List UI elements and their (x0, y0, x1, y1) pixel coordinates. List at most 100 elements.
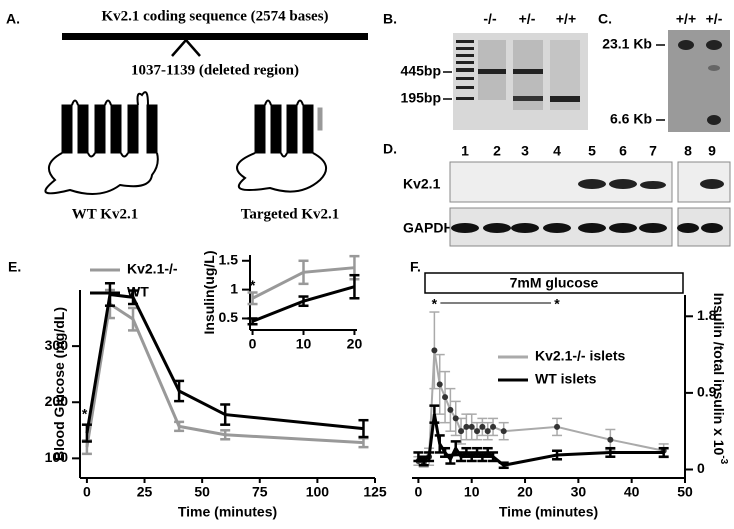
lane-label: +/+ (556, 11, 576, 27)
southern-blot (668, 30, 730, 132)
data-point (447, 406, 454, 413)
x-tick-label: 20 (517, 484, 533, 500)
x-axis-label: Time (minutes) (499, 504, 598, 520)
sequence-label: Kv2.1 coding sequence (2574 bases) (101, 8, 328, 24)
data-point (452, 415, 459, 422)
y-axis-label: Blood Glucose (mg/dL) (51, 307, 67, 461)
lane-number: 8 (684, 143, 692, 159)
western-blot (449, 161, 731, 247)
stimulus-box (424, 272, 684, 294)
x-tick-label: 50 (194, 484, 210, 500)
x-tick-label: 125 (363, 484, 387, 500)
lane-number: 5 (588, 143, 596, 159)
y-tick-label: 100 (45, 449, 69, 465)
data-point (474, 428, 481, 435)
series-line (251, 266, 355, 300)
targeted-channel (236, 99, 328, 193)
panel-label: D. (383, 141, 397, 157)
lane-label: +/+ (676, 11, 696, 27)
y-tick-label: 0.9 (697, 384, 717, 400)
targeted-label: Targeted Kv2.1 (241, 206, 340, 222)
data-point (554, 423, 561, 430)
y-axis-label-text: Insulin(ug/L) (201, 251, 217, 335)
y-axis-label: Insulin(ug/L) (201, 251, 217, 335)
wt-label: WT Kv2.1 (72, 206, 138, 222)
x-tick-label: 20 (347, 336, 363, 352)
data-point (500, 428, 507, 435)
lane-number: 3 (521, 143, 529, 159)
wt-channel (44, 91, 159, 195)
y-axis-label-power: -3 (718, 455, 729, 464)
x-tick-label: 0 (249, 336, 257, 352)
lane-number: 7 (649, 143, 657, 159)
data-point (431, 347, 438, 354)
y-axis-label-text: Blood Glucose (mg/dL) (51, 307, 67, 461)
lane-number: 2 (493, 143, 501, 159)
lane-label: +/- (519, 11, 536, 27)
x-tick-label: 0 (83, 484, 91, 500)
marker-label: 195bp (401, 90, 441, 106)
x-tick-label: 25 (137, 484, 153, 500)
pcr-gel (453, 33, 588, 130)
data-point (442, 394, 449, 401)
annotation: * (554, 296, 560, 312)
series-line (251, 285, 355, 323)
data-point (607, 436, 614, 443)
row-label: GAPDH (403, 220, 454, 236)
sequence-bar (62, 33, 368, 40)
lane-number: 9 (708, 143, 716, 159)
deletion-label: 1037-1139 (deleted region) (131, 62, 299, 78)
panel-label: B. (383, 11, 397, 27)
x-tick-label: 10 (296, 336, 312, 352)
legend-label: Kv2.1-/- (127, 261, 178, 277)
annotation: * (82, 405, 88, 421)
marker-tick (443, 71, 452, 100)
x-tick-label: 30 (571, 484, 587, 500)
annotation: * (250, 277, 256, 293)
data-point (479, 423, 486, 430)
data-point (468, 423, 475, 430)
series-line (85, 292, 364, 434)
x-tick-label: 10 (464, 484, 480, 500)
x-tick-label: 50 (677, 484, 693, 500)
legend-label: Kv2.1-/- islets (535, 348, 625, 364)
lane-number: 1 (461, 143, 469, 159)
panel-label: A. (6, 11, 20, 27)
deletion-mark (171, 38, 201, 57)
data-point (490, 423, 497, 430)
lane-label: -/- (483, 11, 497, 27)
lane-label: +/- (706, 11, 723, 27)
y-axis-label: Insulin /total insulin x 10-3 (711, 293, 729, 465)
legend-label: WT islets (535, 371, 597, 387)
y-tick-label: 1 (230, 280, 238, 296)
y-axis-label-text: Insulin /total insulin x 10 (711, 293, 727, 456)
series-line (417, 413, 664, 467)
marker-tick (656, 44, 665, 121)
lane-number: 4 (553, 143, 561, 159)
y-tick-label: 1.8 (697, 307, 717, 323)
y-tick-label: 200 (45, 393, 69, 409)
legend-label: WT (127, 284, 149, 300)
data-point (463, 423, 470, 430)
lane-number: 6 (619, 143, 627, 159)
x-axis-label: Time (minutes) (178, 504, 277, 520)
data-point (436, 381, 443, 388)
data-point (458, 428, 465, 435)
y-tick-label: 300 (45, 337, 69, 353)
y-tick-label: 0.5 (219, 309, 239, 325)
stimulus-label: 7mM glucose (510, 275, 599, 291)
panel-label: C. (598, 11, 612, 27)
marker-label: 445bp (401, 63, 441, 79)
marker-label: 6.6 Kb (610, 111, 652, 127)
data-point (484, 428, 491, 435)
panel-label: F. (410, 259, 421, 275)
row-label: Kv2.1 (403, 176, 441, 192)
y-tick-label: 1.5 (219, 251, 239, 267)
series-line (85, 301, 364, 448)
x-tick-label: 40 (624, 484, 640, 500)
x-tick-label: 100 (306, 484, 330, 500)
marker-label: 23.1 Kb (602, 36, 652, 52)
y-tick-label: 0 (697, 460, 705, 476)
x-tick-label: 0 (415, 484, 423, 500)
